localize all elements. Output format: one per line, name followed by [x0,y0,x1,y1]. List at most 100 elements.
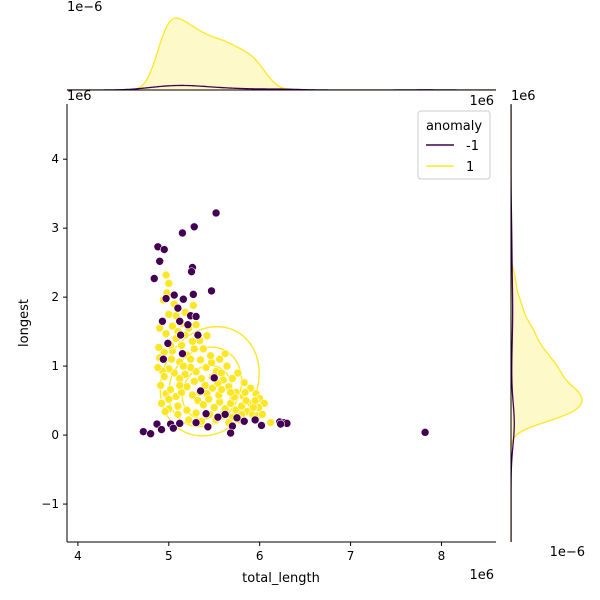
point-anomaly [187,267,196,276]
point-normal [258,410,267,419]
point-normal [189,344,199,354]
point-normal [204,394,214,404]
point-normal [241,396,251,405]
point-anomaly [226,428,235,438]
point-normal [160,407,170,416]
legend: anomaly -1 1 [417,110,491,180]
point-normal [199,400,208,410]
point-normal [239,378,249,387]
point-normal [175,381,185,390]
point-normal [189,301,198,310]
point-anomaly [203,422,213,432]
y-tick-label: 1 [51,359,59,373]
point-normal [167,354,176,364]
point-normal [173,401,183,411]
point-normal [266,418,275,427]
point-anomaly [173,303,183,313]
point-normal [233,368,243,378]
point-anomaly [213,412,223,422]
point-anomaly [139,427,148,436]
x-tick-label: 5 [165,549,173,563]
point-normal [199,344,208,354]
point-normal [206,351,215,361]
point-anomaly [211,208,221,218]
point-normal [228,374,237,383]
point-anomaly [189,222,199,232]
point-anomaly [183,320,193,330]
point-normal [220,349,230,358]
point-anomaly [175,419,185,428]
y-tick-label: −1 [41,497,59,511]
legend-label-pos: 1 [466,160,474,175]
right-kde-line-normal [511,104,583,542]
point-anomaly [176,330,185,340]
point-anomaly [175,316,185,326]
point-anomaly [155,256,165,266]
point-anomaly [149,274,159,283]
point-normal [159,372,169,381]
x-tick-label: 8 [438,549,446,563]
point-normal [186,354,195,364]
point-normal [200,381,210,390]
point-anomaly [250,415,260,425]
point-anomaly [257,421,266,430]
y-tick-label: 4 [51,152,59,166]
point-anomaly [152,419,162,429]
point-normal [177,341,186,350]
point-anomaly [276,419,285,429]
x-tick-label: 7 [347,549,355,563]
point-normal [191,408,201,418]
point-normal [184,415,194,425]
y-tick-label: 0 [51,428,59,442]
x-axis-ticks: 4 5 6 7 8 [74,542,445,563]
point-normal [154,343,164,352]
point-normal [186,363,195,372]
point-anomaly [178,228,187,238]
y-offset-label: 1e6 [67,89,92,104]
main-top-right-offset-label: 1e6 [469,94,494,109]
point-anomaly [196,386,205,396]
point-normal [250,396,260,405]
point-anomaly [178,349,187,358]
point-anomaly [157,425,166,434]
y-tick-label: 3 [51,221,59,235]
y-axis-ticks: −1 0 1 2 3 4 [41,152,67,511]
point-anomaly [239,416,249,426]
point-anomaly [232,413,242,423]
point-anomaly [169,423,178,433]
top-kde-fill-normal [67,18,496,90]
point-normal [166,385,175,394]
point-anomaly [161,294,171,303]
x-offset-label: 1e6 [469,568,494,583]
point-normal [217,385,226,394]
point-anomaly [146,429,155,439]
point-normal [222,361,232,371]
x-axis-label: total_length [242,571,320,586]
point-anomaly [179,294,188,304]
y-tick-label: 2 [51,290,59,304]
point-anomaly [189,290,198,299]
point-normal [182,382,192,392]
point-anomaly [191,418,201,427]
point-normal [188,336,197,346]
y-axis-label: longest [17,299,32,347]
point-anomaly [420,428,430,437]
point-normal [156,381,165,390]
right-marginal-offset-label: 1e6 [511,89,536,104]
point-normal [182,405,192,415]
point-normal [179,361,188,371]
point-normal [196,355,205,365]
point-normal [161,329,171,338]
point-anomaly [209,373,219,383]
point-normal [189,376,199,386]
point-anomaly [191,312,201,321]
point-normal [201,363,211,372]
point-normal [164,394,174,404]
point-anomaly [159,354,168,364]
point-anomaly [193,330,203,340]
legend-label-neg: -1 [466,139,479,154]
top-marginal-kde [67,17,496,90]
point-anomaly [159,245,169,254]
